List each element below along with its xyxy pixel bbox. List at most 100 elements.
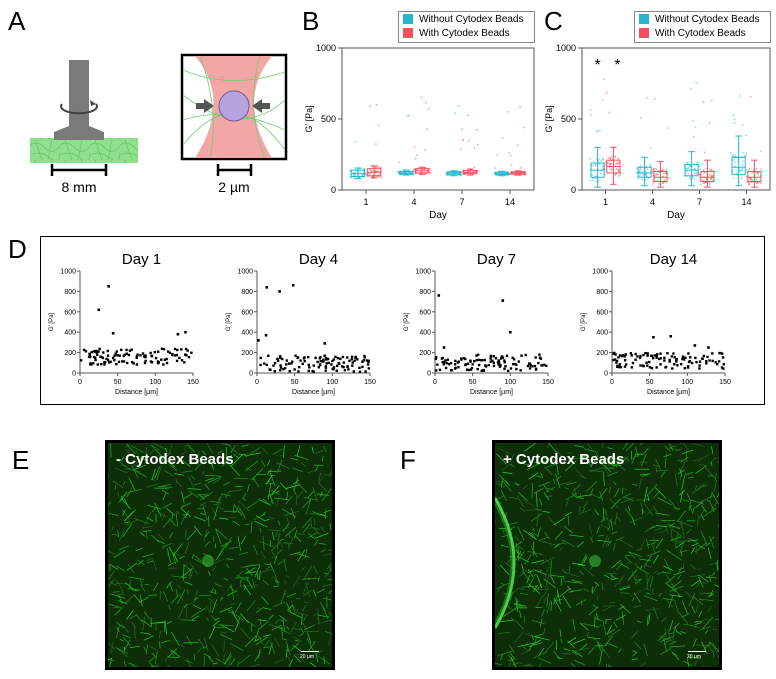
data-point <box>717 360 721 363</box>
data-point <box>453 363 457 366</box>
x-axis-label: Day <box>429 210 447 221</box>
data-point <box>469 359 472 362</box>
box-without-day-14 <box>730 95 748 187</box>
data-point <box>342 365 345 369</box>
data-point <box>95 351 98 355</box>
x-axis-label: Distance [µm] <box>292 389 335 396</box>
data-point <box>122 360 126 363</box>
data-point <box>273 370 276 373</box>
y-tick-label: 0 <box>249 371 253 378</box>
legend-b: Without Cytodex Beads With Cytodex Beads <box>398 11 535 43</box>
data-point <box>165 361 169 365</box>
data-point <box>291 360 294 363</box>
data-point <box>494 357 498 360</box>
x-axis-label: Distance [µm] <box>470 389 513 396</box>
y-axis-label: G' [Pa] <box>581 313 587 331</box>
data-point <box>103 361 107 364</box>
data-point <box>180 348 183 351</box>
data-point <box>618 363 622 366</box>
data-point <box>319 359 322 363</box>
data-point <box>612 358 615 362</box>
x-tick-label: 150 <box>187 379 199 386</box>
data-point <box>698 360 702 363</box>
y-axis-label: G' [Pa] <box>49 313 55 331</box>
micrograph-f-label: + Cytodex Beads <box>503 451 625 468</box>
data-point <box>538 353 541 356</box>
legend-swatch-without <box>403 14 413 24</box>
data-point <box>318 357 322 360</box>
data-point <box>668 360 671 363</box>
rheometer-shaft <box>69 60 89 130</box>
data-point <box>623 365 627 368</box>
data-point <box>447 362 451 366</box>
y-tick-label: 600 <box>64 309 76 316</box>
data-point <box>321 360 324 363</box>
data-point <box>669 334 673 338</box>
legend-swatch-with-c <box>639 28 649 38</box>
data-point <box>186 349 189 352</box>
y-tick-label: 0 <box>604 371 608 378</box>
data-point <box>500 356 504 359</box>
data-point <box>687 352 690 355</box>
data-point <box>265 286 269 289</box>
data-point <box>187 356 191 359</box>
x-tick-label: 100 <box>149 379 161 386</box>
data-point <box>82 348 86 352</box>
data-point <box>324 356 328 360</box>
rheometer-schematic: 8 mm 2 µm <box>30 53 288 195</box>
data-point <box>534 368 538 371</box>
y-axis-label: G' [Pa] <box>404 313 410 331</box>
data-point <box>441 360 444 364</box>
data-point <box>346 356 349 359</box>
legend-swatch-without-c <box>639 14 649 24</box>
x-tick-label: 50 <box>646 379 654 386</box>
data-point <box>327 361 330 365</box>
data-point <box>470 366 474 370</box>
data-point <box>682 358 686 361</box>
legend-label-without-c: Without Cytodex Beads <box>655 13 760 25</box>
data-point <box>686 365 690 368</box>
data-point <box>681 355 685 358</box>
data-point <box>666 352 669 355</box>
data-point <box>98 347 101 351</box>
y-tick-label: 0 <box>72 371 76 378</box>
data-point <box>120 348 123 352</box>
data-point <box>279 369 282 372</box>
data-point <box>631 361 635 365</box>
x-tick-label: 0 <box>610 379 614 386</box>
data-point <box>162 363 165 366</box>
data-point <box>287 362 291 365</box>
y-tick-label: 400 <box>419 330 431 337</box>
data-point <box>624 353 628 356</box>
y-tick-label: 0 <box>571 185 576 195</box>
data-point <box>125 352 129 355</box>
data-point <box>673 363 676 366</box>
data-point <box>125 348 128 352</box>
data-point <box>118 354 121 357</box>
box-without-day-1 <box>349 141 366 180</box>
data-point <box>639 364 642 367</box>
data-point <box>503 359 506 362</box>
micrograph-e-label: - Cytodex Beads <box>116 451 234 468</box>
legend-label-with-c: With Cytodex Beads <box>655 27 746 39</box>
data-point <box>718 351 721 355</box>
y-tick-label: 1000 <box>592 269 608 276</box>
data-point <box>139 354 142 357</box>
data-point <box>655 356 658 359</box>
data-point <box>623 355 626 358</box>
data-point <box>312 364 315 367</box>
data-point <box>323 342 327 345</box>
data-point <box>506 369 510 373</box>
legend-swatch-with <box>403 28 413 38</box>
data-point <box>693 344 697 347</box>
data-point <box>149 351 152 355</box>
y-tick-label: 600 <box>241 309 253 316</box>
data-point <box>117 360 121 364</box>
data-point <box>361 365 364 369</box>
box-with-day-4 <box>651 97 669 188</box>
data-point <box>638 356 642 360</box>
data-point <box>646 364 649 367</box>
scatter-title: Day 14 <box>650 251 698 268</box>
y-tick-label: 800 <box>64 289 76 296</box>
data-point <box>517 360 521 363</box>
